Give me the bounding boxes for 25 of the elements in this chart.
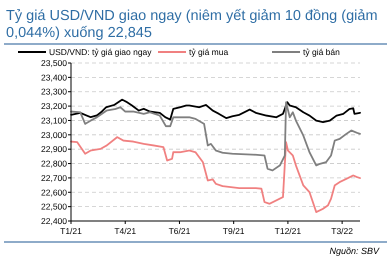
- y-tick-label: 22,400: [41, 216, 68, 226]
- y-tick-label: 23,000: [41, 130, 68, 140]
- legend-label: USD/VND: tỷ giá giao ngay: [49, 47, 152, 57]
- legend-label: tỷ giá bán: [303, 47, 340, 57]
- x-tick-label: T3/22: [331, 226, 354, 236]
- y-tick-label: 23,100: [41, 115, 68, 126]
- text: Nguồn: SBV: [329, 246, 380, 256]
- x-tick-label: T1/21: [60, 226, 82, 236]
- y-tick-label: 22,700: [41, 172, 68, 183]
- y-tick-label: 23,200: [41, 101, 68, 112]
- y-tick-label: 22,900: [41, 144, 68, 154]
- y-tick-label: 22,600: [41, 187, 68, 198]
- line-series: [70, 136, 361, 213]
- legend-label: tỷ giá mua: [189, 47, 228, 57]
- x-tick-label: T9/21: [222, 226, 245, 236]
- y-tick-label: 22,500: [41, 202, 68, 212]
- y-tick-label: 23,300: [41, 86, 68, 97]
- chart-title: Tỷ giá USD/VND giao ngay (niêm yết giảm 10 đồng (giảm 0,044%) xuống 22,845: [6, 8, 378, 41]
- y-tick-label: 23,400: [41, 72, 68, 82]
- x-tick-label: T12/21: [274, 226, 302, 236]
- x-tick-label: T6/21: [168, 226, 191, 236]
- y-tick-label: 22,800: [41, 158, 68, 169]
- y-tick-label: 23,500: [41, 58, 68, 68]
- line-series: [70, 101, 361, 172]
- x-tick-label: T4/21: [114, 226, 136, 236]
